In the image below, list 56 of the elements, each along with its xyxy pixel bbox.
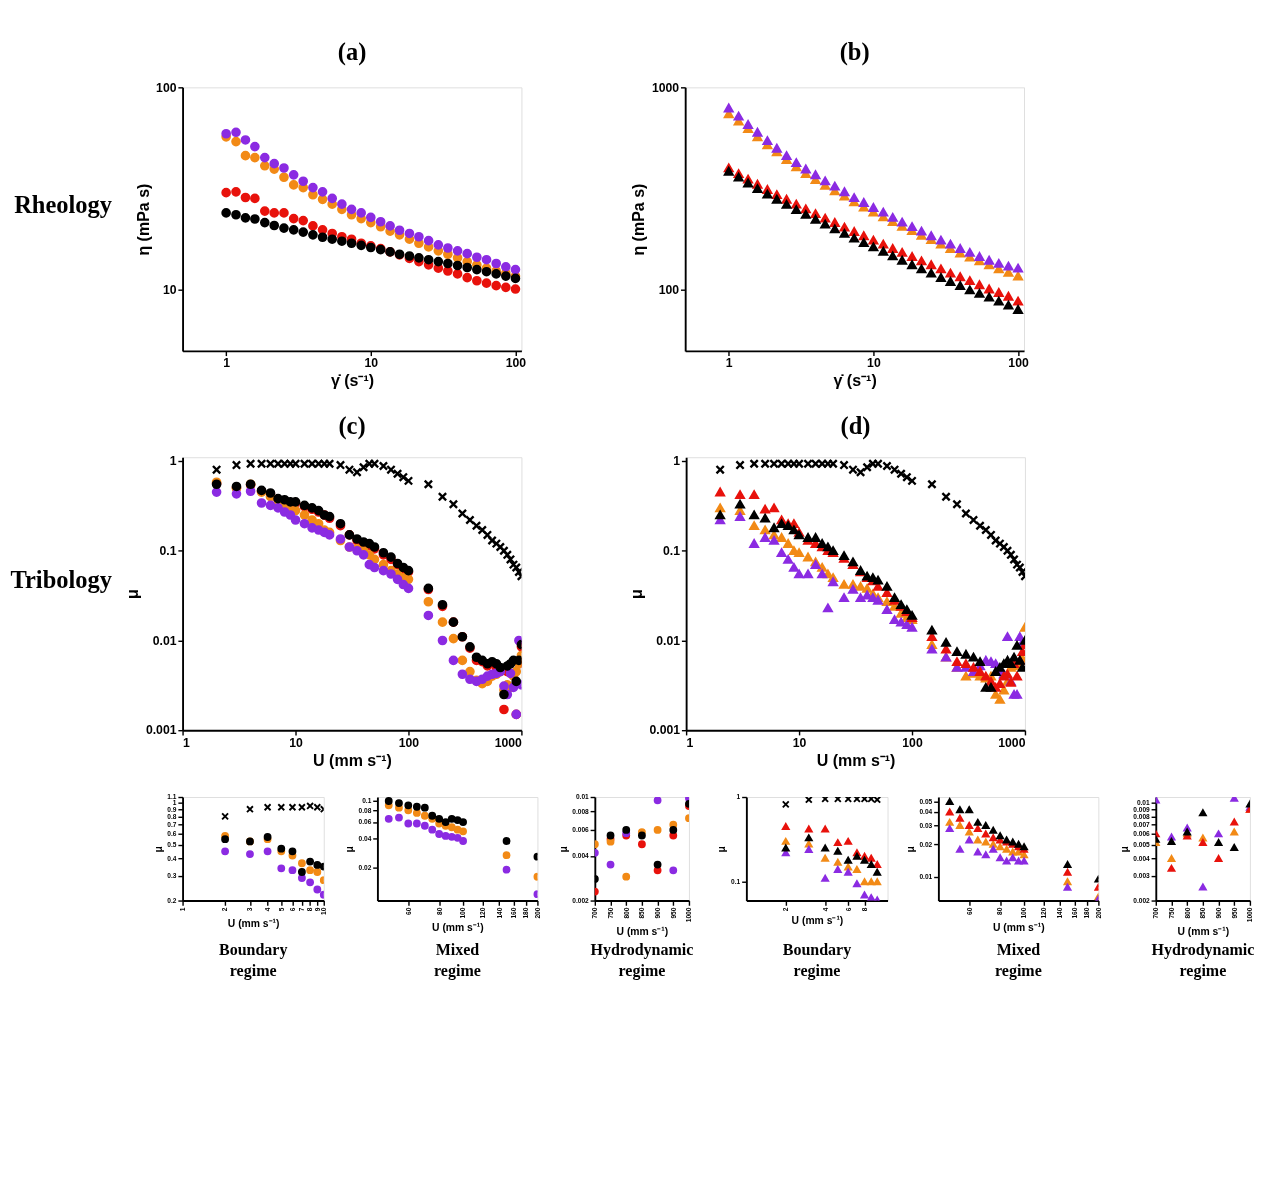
x-tick-label: 10 [792, 735, 807, 750]
x-axis-title: U (mm s⁻¹) [816, 751, 896, 769]
y-axis-title: μ [343, 846, 355, 853]
x-tick-label: 10 [289, 735, 304, 750]
y-tick-label: 0.001 [145, 723, 177, 738]
chart-title: (a) [337, 38, 367, 67]
x-axis-title: U (mm s⁻¹) [993, 921, 1045, 933]
x-tick-label: 100 [505, 356, 527, 371]
x-axis-title: γ̇ (s⁻¹) [330, 372, 375, 390]
y-axis-title: η (mPa s) [630, 183, 648, 256]
y-tick-label: 0.001 [649, 723, 681, 738]
x-tick-label: 10 [867, 356, 881, 371]
y-axis-title: μ [124, 589, 142, 600]
x-tick-label: 100 [1008, 356, 1029, 371]
x-tick-label: 1 [183, 735, 191, 750]
y-axis-title: μ [627, 589, 645, 600]
x-tick-label: 1 [223, 356, 231, 371]
y-tick-label: 0.1 [663, 543, 681, 558]
x-axis-title: γ̇ (s⁻¹) [833, 372, 877, 390]
x-axis-title: U (mm s⁻¹) [432, 921, 484, 933]
y-tick-label: 0.01 [152, 633, 177, 648]
y-axis-title: μ [716, 846, 728, 853]
y-tick-label: 0.1 [159, 543, 177, 558]
x-tick-label: 100 [398, 735, 420, 750]
text: Mixed regime [434, 941, 481, 980]
y-tick-label: 100 [658, 283, 680, 298]
x-axis-title: U (mm s⁻¹) [791, 914, 844, 926]
y-tick-label: 10 [162, 283, 177, 298]
text: Boundary regime [782, 941, 852, 980]
y-axis-title: μ [1118, 846, 1130, 853]
y-axis-title: μ [557, 846, 569, 853]
x-tick-label: 1 [686, 735, 694, 750]
text: Hydrodynamic regime [1151, 941, 1255, 980]
chart-title: (c) [338, 411, 366, 440]
x-axis-title: U (mm s⁻¹) [313, 751, 392, 769]
text: Mixed regime [995, 941, 1042, 980]
y-tick-label: 0.01 [656, 633, 681, 648]
x-axis-title: U (mm s⁻¹) [616, 925, 669, 937]
x-tick-label: 100 [902, 735, 923, 750]
y-tick-label: 100 [156, 80, 177, 95]
chart-title: (d) [840, 411, 871, 440]
y-axis-title: μ [152, 846, 164, 853]
x-axis-title: U (mm s⁻¹) [227, 918, 280, 930]
y-tick-label: 1 [673, 454, 681, 469]
x-tick-label: 1000 [998, 735, 1026, 750]
text: Rheology [14, 191, 113, 219]
y-axis-title: η (mPa s) [134, 183, 152, 256]
y-tick-label: 1000 [651, 80, 680, 95]
x-tick-label: 1000 [494, 735, 523, 750]
y-axis-title: μ [904, 846, 916, 853]
text: Hydrodynamic regime [590, 941, 694, 980]
x-axis-title: U (mm s⁻¹) [1177, 925, 1230, 937]
chart-title: (b) [839, 38, 870, 67]
text: Boundary regime [218, 941, 288, 980]
y-tick-label: 1 [169, 454, 177, 469]
text: Tribology [10, 565, 113, 593]
